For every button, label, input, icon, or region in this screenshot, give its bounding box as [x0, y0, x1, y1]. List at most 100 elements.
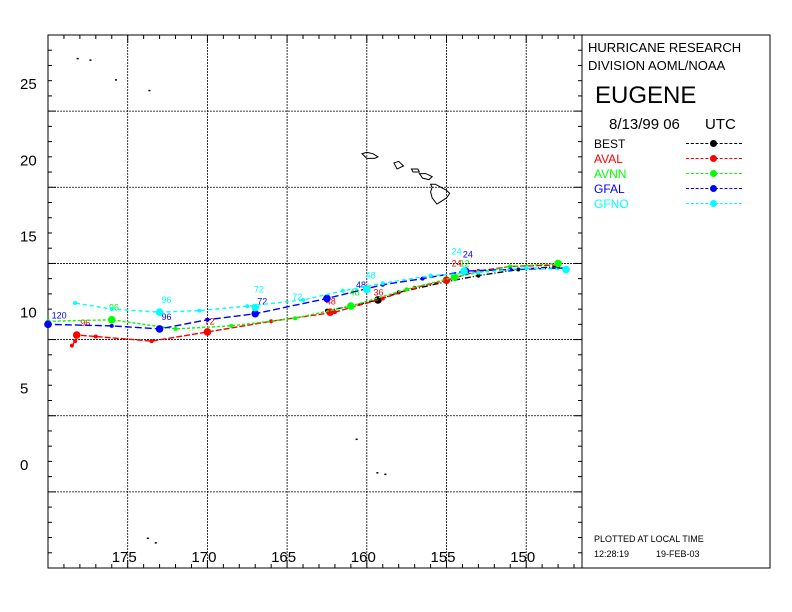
- datetime-label: 8/13/99 06: [609, 116, 680, 133]
- legend-dot-swatch: [710, 140, 717, 147]
- forecast-marker: [450, 273, 459, 281]
- forecast-marker: [251, 303, 260, 312]
- track-series: 24 36 48 72 96 12 48 96 24 48 72 96 120 24 48 72 96 72: [44, 246, 570, 348]
- y-tick-label: 5: [20, 381, 28, 398]
- y-tick-label: 10: [20, 305, 37, 322]
- forecast-marker: [562, 265, 570, 274]
- y-tick-label: 25: [20, 76, 37, 93]
- island-speck: [114, 79, 117, 81]
- forecast-marker: [347, 302, 355, 310]
- forecast-hour-label: 72: [292, 292, 302, 302]
- forecast-hour-label: 72: [205, 316, 215, 326]
- forecast-marker: [323, 294, 331, 303]
- org-line-2: DIVISION AOML/NOAA: [588, 58, 726, 73]
- track-point: [332, 310, 337, 315]
- forecast-hour-label: 72: [257, 297, 267, 307]
- legend-label: AVAL: [594, 152, 623, 166]
- forecast-hour-label: 24: [452, 258, 462, 268]
- track-point: [149, 339, 154, 344]
- island-outline: [429, 183, 451, 205]
- island-speck: [384, 473, 387, 476]
- series-line-gfno: [74, 267, 567, 313]
- plotted-note: PLOTTED AT LOCAL TIME: [594, 534, 704, 544]
- island-outline: [361, 151, 379, 159]
- forecast-marker: [363, 285, 371, 294]
- track-point: [93, 334, 98, 339]
- timezone-label: UTC: [705, 116, 736, 133]
- x-tick-label: 165: [271, 549, 296, 566]
- island-speck: [146, 537, 149, 540]
- legend-panel-frame: [581, 34, 771, 569]
- legend-label: BEST: [594, 137, 626, 151]
- island-speck: [148, 89, 151, 92]
- track-point: [109, 323, 114, 328]
- forecast-hour-label: 96: [80, 318, 90, 328]
- forecast-marker: [554, 259, 562, 268]
- forecast-marker: [251, 309, 260, 318]
- x-tick-label: 160: [351, 549, 376, 566]
- forecast-marker: [155, 325, 164, 333]
- forecast-hour-label: 48: [366, 271, 376, 281]
- forecast-marker: [155, 308, 164, 316]
- legend-label: GFNO: [594, 197, 629, 211]
- island-speck: [154, 542, 157, 544]
- y-tick-label: 20: [20, 152, 37, 169]
- island-speck: [76, 57, 79, 60]
- forecast-marker: [72, 331, 81, 339]
- forecast-hour-label: 72: [254, 284, 264, 294]
- island-speck: [355, 438, 358, 441]
- x-tick-label: 175: [112, 549, 137, 566]
- track-point: [173, 326, 178, 331]
- track-point: [476, 270, 481, 275]
- legend-label: GFAL: [594, 182, 625, 196]
- legend-item-gfal: GFAL: [594, 182, 764, 196]
- island-speck: [376, 472, 379, 474]
- legend-label: AVNN: [594, 167, 627, 181]
- org-line-1: HURRICANE RESEARCH: [588, 40, 742, 55]
- track-point: [245, 304, 250, 309]
- forecast-marker: [460, 267, 468, 275]
- storm-name: EUGENE: [595, 82, 697, 109]
- series-avnn: 12 48 96: [46, 258, 562, 331]
- grid-lines: [48, 35, 582, 568]
- footer-date: 19-FEB-03: [656, 549, 700, 559]
- series-line-aval: [71, 264, 559, 347]
- forecast-hour-label: 12: [460, 258, 470, 268]
- forecast-marker: [44, 320, 52, 329]
- track-point: [340, 288, 345, 293]
- island-speck: [89, 59, 92, 61]
- track-point: [404, 287, 409, 292]
- track-point: [109, 307, 114, 312]
- forecast-marker: [107, 315, 116, 324]
- y-tick-label: 0: [20, 457, 28, 474]
- track-point: [205, 317, 210, 322]
- forecast-hour-label: 48: [350, 287, 360, 297]
- track-point: [516, 267, 521, 272]
- forecast-hour-label: 96: [162, 295, 172, 305]
- track-point: [380, 281, 385, 286]
- island-outlines: [76, 57, 451, 544]
- track-point: [197, 308, 202, 313]
- track-point: [524, 265, 529, 270]
- legend-dot-swatch: [710, 170, 717, 177]
- forecast-hour-label: 24: [463, 249, 473, 259]
- forecast-hour-label: 36: [374, 287, 384, 297]
- island-outline: [418, 173, 434, 181]
- forecast-hour-label: 48: [356, 280, 366, 290]
- forecast-hour-label: 24: [452, 246, 462, 256]
- forecast-marker: [203, 328, 212, 336]
- legend-item-gfno: GFNO: [594, 197, 764, 211]
- forecast-hour-label: 96: [109, 303, 119, 313]
- y-tick-label: 15: [20, 228, 37, 245]
- track-point: [476, 273, 481, 278]
- legend-item-aval: AVAL: [594, 152, 764, 166]
- series-gfal: 24 48 72 96 120: [44, 249, 569, 333]
- tick-labels: 175 170 165 160 155 150 0 5 10 15 20 25: [20, 76, 535, 566]
- island-outline: [393, 160, 405, 170]
- x-tick-label: 170: [191, 549, 216, 566]
- legend-dot-swatch: [710, 200, 717, 207]
- legend-dot-swatch: [710, 185, 717, 192]
- x-tick-label: 150: [510, 549, 535, 566]
- track-point: [508, 267, 513, 272]
